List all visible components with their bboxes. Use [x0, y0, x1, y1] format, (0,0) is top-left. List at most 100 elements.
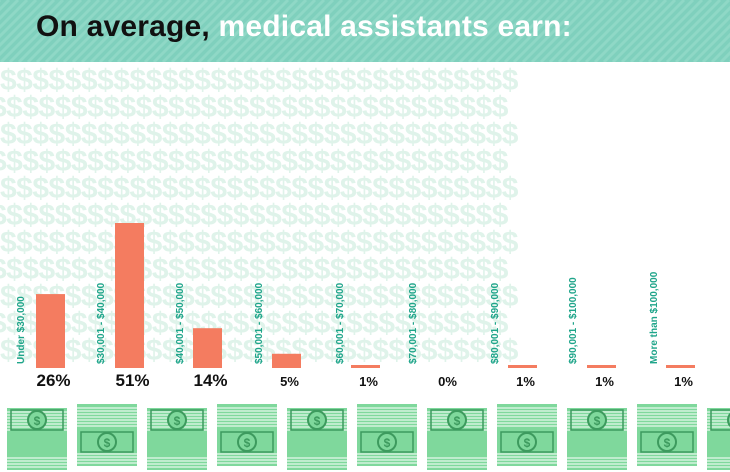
bar-group: 51% $30,001 - $40,000: [96, 223, 150, 390]
dollar-pattern-row: $$$$$$$$$$$$$$$$$$$$$$$$$$$$$$$$: [0, 174, 518, 204]
cash-stack-strip: $$$$$$$$$$$$: [7, 404, 730, 470]
category-label: $50,001 - $60,000: [254, 282, 265, 364]
banner-stripe: [224, 0, 290, 62]
banner-stripe: [566, 0, 632, 62]
cash-stack-icon: $: [147, 408, 207, 470]
banner-stripe: [413, 0, 479, 62]
banner-stripe: [125, 0, 191, 62]
bar: [666, 365, 695, 368]
banner-stripe: [593, 0, 659, 62]
category-label: $60,001 - $70,000: [335, 282, 346, 364]
svg-text:$: $: [454, 414, 461, 428]
banner-stripe: [242, 0, 308, 62]
banner-stripe: [458, 0, 524, 62]
banner-stripe: [116, 0, 182, 62]
bar-group: 1% $80,001 - $90,000: [490, 282, 537, 389]
banner-stripe: [512, 0, 578, 62]
data-label: 14%: [193, 371, 227, 390]
data-label: 51%: [115, 371, 149, 390]
banner-stripe: [0, 0, 29, 30]
banner-stripe: [449, 0, 515, 62]
cash-stack-icon: $: [637, 404, 697, 466]
data-label: 1%: [595, 374, 614, 389]
dollar-pattern-row: $$$$$$$$$$$$$$$$$$$$$$$$$$$$$$$$: [0, 66, 518, 96]
banner-stripe: [521, 0, 587, 62]
banner-stripe: [710, 41, 730, 62]
title-banner: On average, medical assistants earn:: [0, 0, 730, 62]
cash-stack-icon: $: [287, 408, 347, 470]
banner-stripe: [692, 23, 730, 62]
banner-stripe: [269, 0, 335, 62]
data-label: 1%: [359, 374, 378, 389]
category-label: $90,001 - $100,000: [568, 277, 579, 364]
banner-stripe: [0, 0, 56, 57]
data-label: 1%: [516, 374, 535, 389]
svg-text:$: $: [664, 436, 671, 450]
banner-stripe: [134, 0, 200, 62]
banner-stripe-pattern: [0, 0, 730, 62]
dollar-pattern-row: $$$$$$$$$$$$$$$$$$$$$$$$$$$$$$$$: [0, 255, 508, 285]
banner-stripe: [503, 0, 569, 62]
banner-stripe: [359, 0, 425, 62]
dollar-pattern-row: $$$$$$$$$$$$$$$$$$$$$$$$$$$$$$$$: [0, 228, 518, 258]
banner-stripe: [44, 0, 110, 62]
banner-stripe: [539, 0, 605, 62]
banner-stripe: [17, 0, 83, 62]
banner-stripe: [8, 0, 74, 62]
banner-stripe: [107, 0, 173, 62]
data-label: 26%: [36, 371, 70, 390]
cash-stack-icon: $: [77, 404, 137, 466]
category-label: $70,001 - $80,000: [408, 282, 419, 364]
banner-stripe: [629, 0, 695, 62]
bar: [193, 328, 222, 368]
cash-stack-icon: $: [7, 408, 67, 470]
banner-stripe: [170, 0, 236, 62]
banner-stripe: [476, 0, 542, 62]
banner-stripe: [287, 0, 353, 62]
category-label: More than $100,000: [649, 271, 660, 364]
banner-stripe: [611, 0, 677, 62]
banner-stripe: [548, 0, 614, 62]
banner-stripe: [197, 0, 263, 62]
bar-group: 14% $40,001 - $50,000: [175, 282, 228, 390]
banner-stripe: [530, 0, 596, 62]
banner-stripe: [71, 0, 137, 62]
banner-stripe: [701, 32, 730, 62]
banner-stripe: [233, 0, 299, 62]
banner-stripe: [179, 0, 245, 62]
svg-text:$: $: [244, 436, 251, 450]
dollar-pattern-row: $$$$$$$$$$$$$$$$$$$$$$$$$$$$$$$$: [0, 309, 508, 339]
cash-stack-icon: $: [567, 408, 627, 470]
data-label: 0%: [438, 374, 457, 389]
banner-stripe: [332, 0, 398, 62]
svg-text:$: $: [384, 436, 391, 450]
banner-stripe: [368, 0, 434, 62]
category-label: Under $30,000: [16, 296, 27, 364]
banner-stripe: [602, 0, 668, 62]
svg-text:$: $: [594, 414, 601, 428]
banner-stripe: [161, 0, 227, 62]
svg-text:$: $: [34, 414, 41, 428]
banner-stripe: [377, 0, 443, 62]
dollar-pattern-row: $$$$$$$$$$$$$$$$$$$$$$$$$$$$$$$$: [0, 336, 518, 366]
dollar-pattern-row: $$$$$$$$$$$$$$$$$$$$$$$$$$$$$$$$: [0, 93, 508, 123]
dollar-pattern-row: $$$$$$$$$$$$$$$$$$$$$$$$$$$$$$$$: [0, 201, 508, 231]
banner-stripe: [404, 0, 470, 62]
bar-group: 1% More than $100,000: [649, 271, 695, 389]
banner-stripe: [395, 0, 461, 62]
banner-stripe: [386, 0, 452, 62]
banner-stripe: [206, 0, 272, 62]
bar-group: 1% $90,001 - $100,000: [568, 277, 616, 389]
banner-stripe: [575, 0, 641, 62]
banner-stripe: [98, 0, 164, 62]
banner-stripe: [647, 0, 713, 62]
banner-stripe: [35, 0, 101, 62]
banner-stripe: [485, 0, 551, 62]
banner-stripe: [656, 0, 722, 62]
bar-group: 26% Under $30,000: [16, 294, 71, 390]
bar-group: 5% $50,001 - $60,000: [254, 282, 301, 389]
banner-stripe: [665, 0, 730, 62]
banner-stripe: [278, 0, 344, 62]
banner-stripe: [215, 0, 281, 62]
